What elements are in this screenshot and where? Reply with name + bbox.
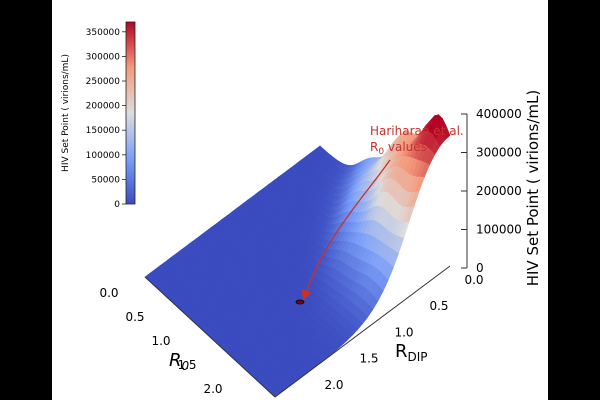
rdip-tick-label: 1.5	[359, 352, 378, 366]
annotation-line2: R0 values	[370, 140, 427, 157]
z-tick-label: 100000	[476, 223, 522, 237]
rdip-tick-label: 0.5	[429, 299, 448, 313]
colorbar-tick-label: 250000	[86, 77, 121, 87]
z-tick-label: 400000	[476, 107, 522, 121]
colorbar-tick-label: 50000	[91, 175, 120, 185]
colorbar-tick-label: 350000	[86, 28, 121, 38]
colorbar-bar	[125, 21, 136, 205]
z-axis-label: HIV Set Point ( virions/mL)	[524, 90, 542, 287]
r0-tick-label: 2.0	[203, 382, 222, 396]
z-tick-label: 0	[476, 261, 484, 275]
colorbar-tick-label: 300000	[86, 52, 121, 62]
r0-tick-label: 1.0	[151, 334, 170, 348]
z-tick-labels: 0 100000 200000 300000 400000	[461, 107, 522, 275]
figure-canvas: 0.00.51.01.52.02.5 0.00.51.01.52.02.5 01…	[52, 0, 548, 400]
rdip-axis-label: RDIP	[395, 341, 428, 364]
annotation-arrow	[301, 159, 391, 301]
r0-tick-label: 0.5	[125, 310, 144, 324]
surface-plot: 0.00.51.01.52.02.5 0.00.51.01.52.02.5 01…	[61, 21, 542, 398]
rdip-tick-label: 1.0	[394, 325, 413, 339]
colorbar-label: HIV Set Point ( virions/mL)	[61, 54, 71, 172]
colorbar-tick-label: 0	[114, 200, 120, 210]
z-tick-label: 300000	[476, 146, 522, 160]
z-tick-label: 200000	[476, 184, 522, 198]
rdip-tick-label: 0.0	[464, 273, 483, 287]
colorbar-tick-label: 150000	[86, 126, 121, 136]
colorbar-tick-labels: 0 50000 100000 150000 200000 250000 300000 3500…	[86, 28, 126, 210]
rdip-axis-line	[274, 265, 451, 398]
colorbar-tick-label: 200000	[86, 102, 121, 112]
rdip-tick-label: 2.0	[324, 378, 343, 392]
r0-tick-label: 1.5	[177, 358, 196, 372]
r0-axis-label: R0	[169, 350, 190, 373]
r0-tick-labels: 0.00.51.01.52.02.5	[99, 286, 222, 396]
r0-axis-line	[144, 276, 276, 398]
rdip-tick-labels: 0.00.51.01.52.02.5	[324, 273, 483, 392]
surface	[144, 114, 451, 398]
colorbar-tick-label: 100000	[86, 151, 121, 161]
r0-tick-label: 0.0	[99, 286, 118, 300]
annotation-line1: Hariharan et al.	[370, 124, 464, 138]
target-marker	[295, 299, 305, 305]
